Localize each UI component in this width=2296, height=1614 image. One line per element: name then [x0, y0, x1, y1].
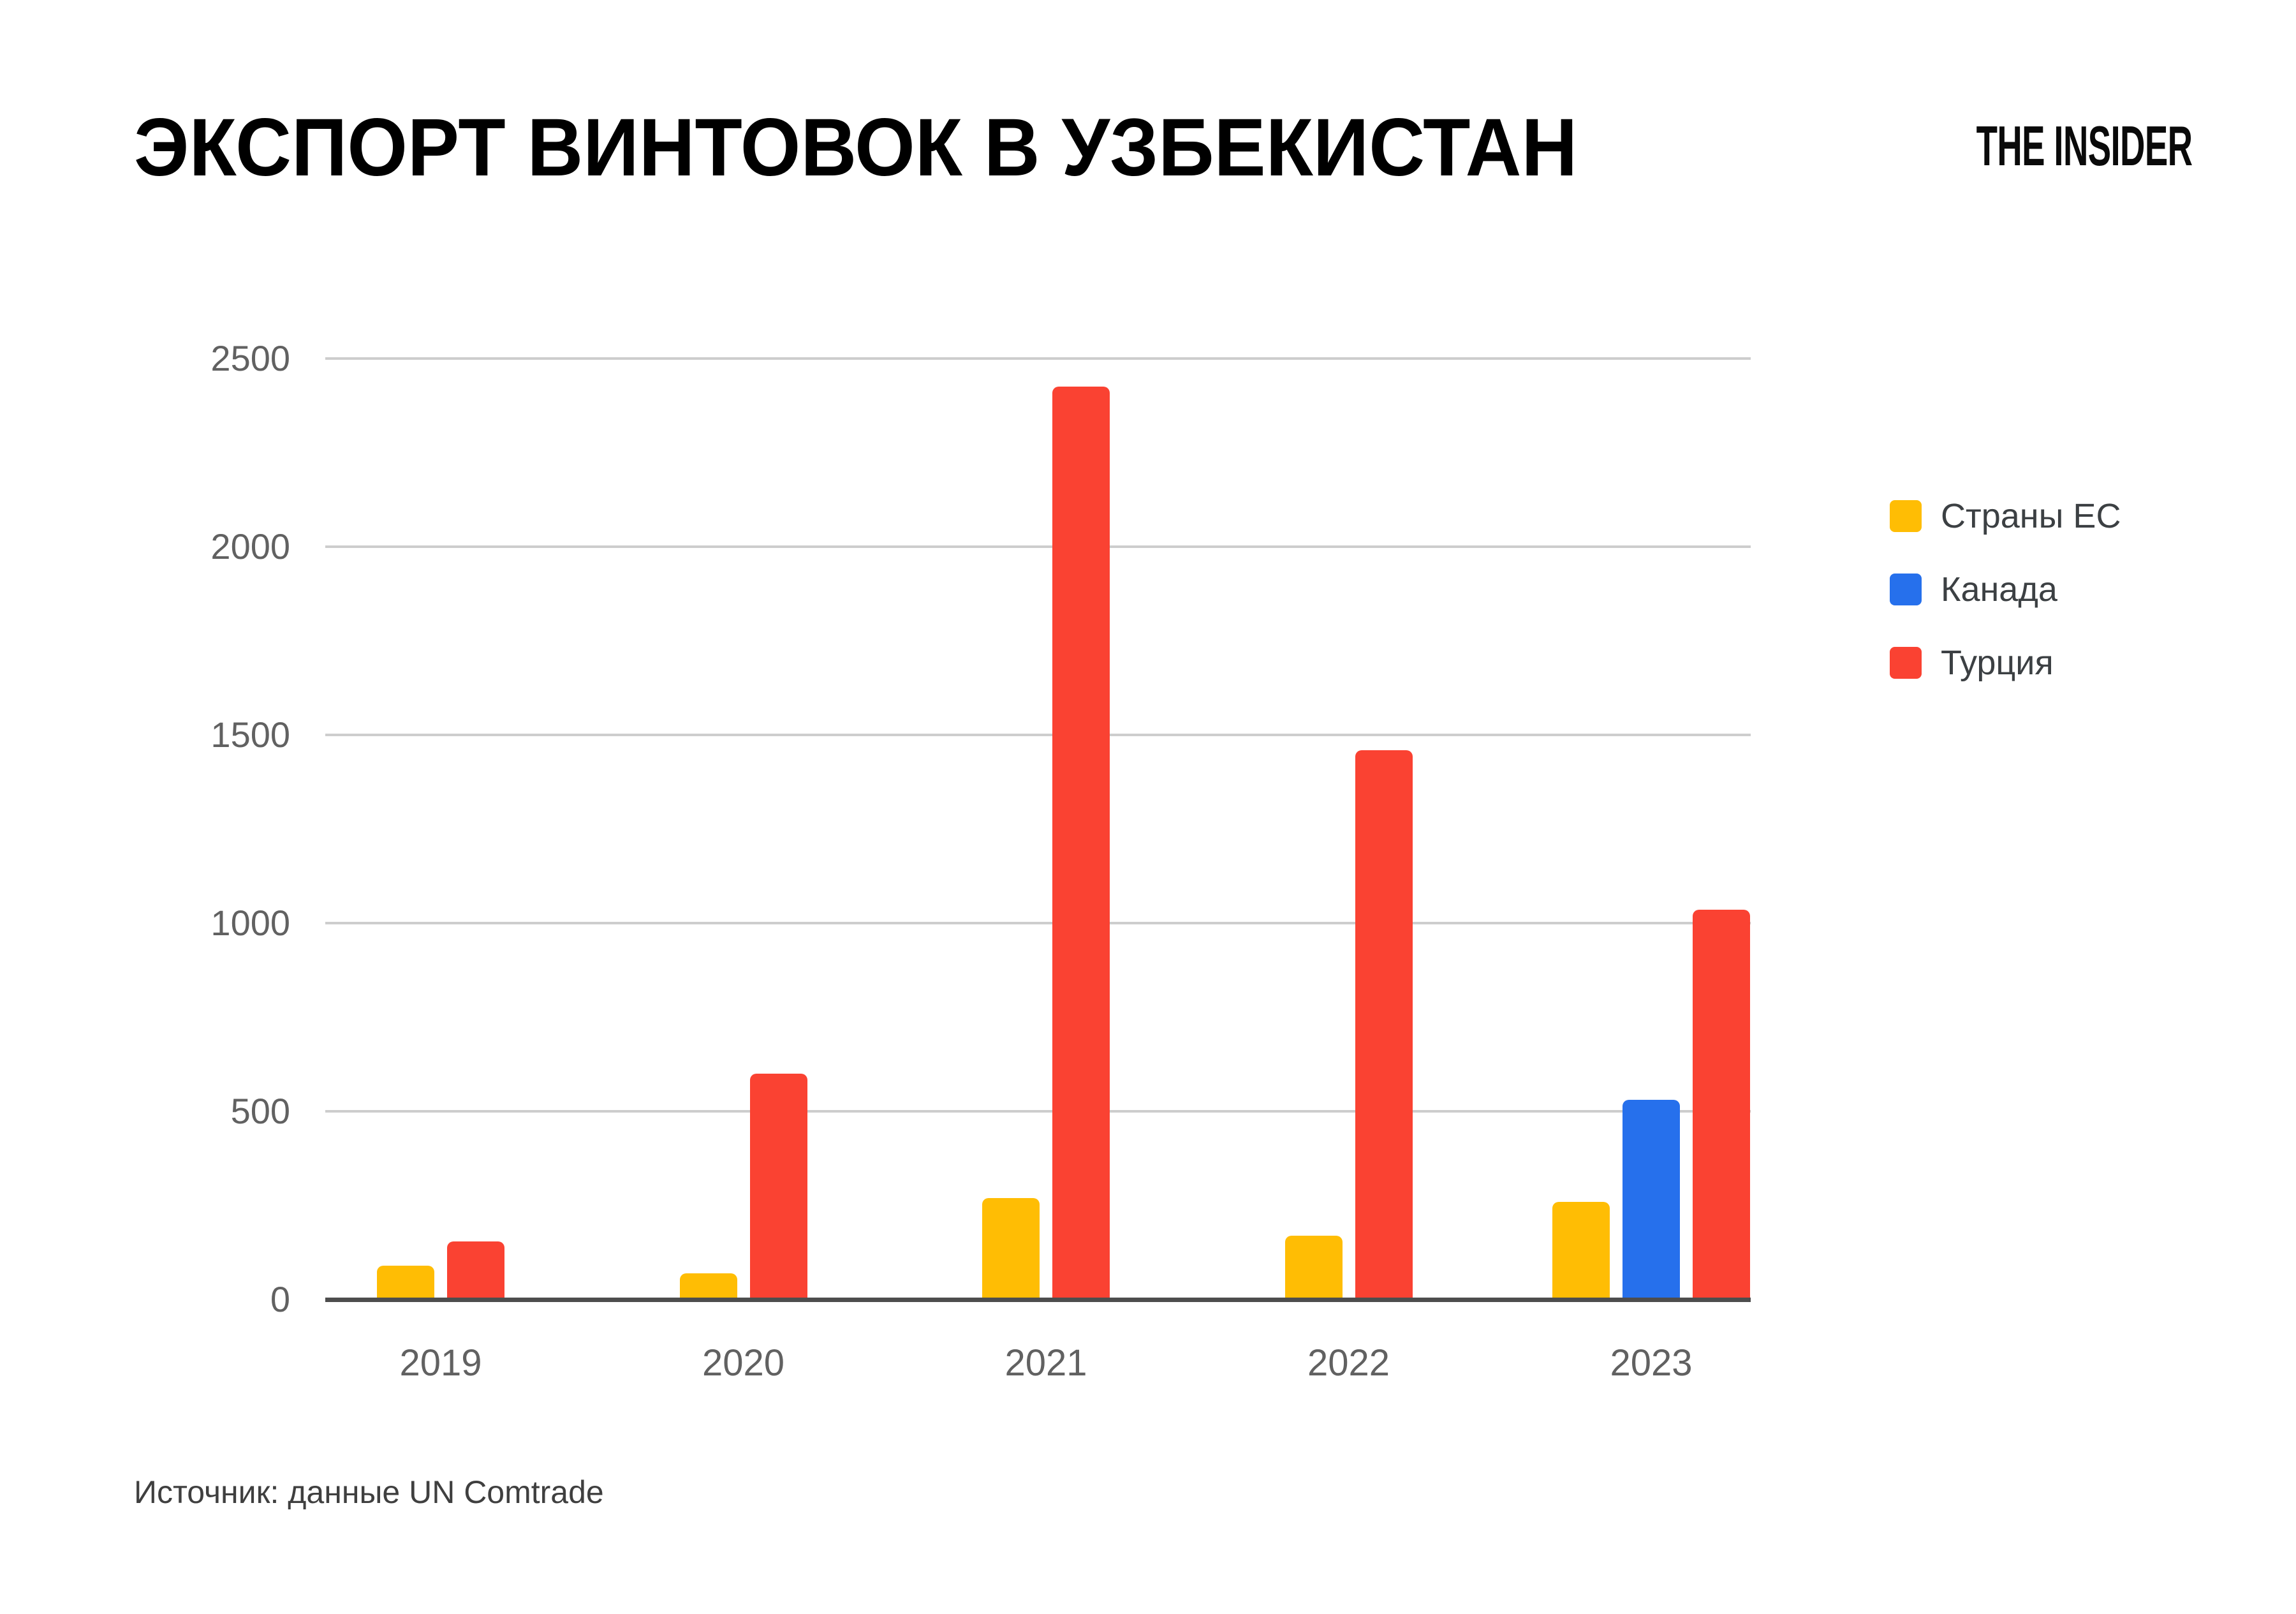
- bar-2019-eu: [377, 1265, 434, 1299]
- bar-2023-turkey: [1693, 910, 1750, 1299]
- x-tick-2021: 2021: [1004, 1342, 1087, 1384]
- bar-2020-eu: [679, 1273, 737, 1299]
- y-tick-500: 500: [230, 1091, 290, 1131]
- x-tick-2020: 2020: [702, 1342, 785, 1384]
- bar-chart: [325, 357, 1751, 1302]
- x-tick-2022: 2022: [1307, 1342, 1390, 1384]
- legend-swatch-eu: [1890, 500, 1922, 532]
- bar-2020-turkey: [749, 1074, 807, 1299]
- source-note: Источник: данные UN Comtrade: [134, 1474, 604, 1510]
- legend-item-turkey: Турция: [1890, 646, 2054, 680]
- y-tick-0: 0: [270, 1279, 290, 1319]
- brand-logo: THE INSIDER: [1976, 114, 2192, 177]
- legend-swatch-canada: [1890, 574, 1922, 605]
- bar-2023-canada: [1623, 1100, 1680, 1299]
- x-tick-2023: 2023: [1610, 1342, 1693, 1384]
- bar-2021-eu: [982, 1197, 1040, 1299]
- x-tick-2019: 2019: [399, 1342, 482, 1384]
- y-tick-1000: 1000: [210, 903, 290, 943]
- gridline-1000: [325, 922, 1751, 924]
- gridline-2500: [325, 357, 1751, 360]
- bar-2022-turkey: [1355, 750, 1413, 1299]
- legend-item-eu: Страны ЕС: [1890, 499, 2121, 533]
- bar-2021-turkey: [1052, 387, 1110, 1299]
- legend-item-canada: Канада: [1890, 572, 2057, 607]
- x-axis-line: [325, 1298, 1751, 1302]
- gridline-500: [325, 1110, 1751, 1113]
- gridline-1500: [325, 734, 1751, 736]
- y-tick-2500: 2500: [210, 338, 290, 378]
- bar-2023-eu: [1552, 1201, 1610, 1299]
- page-title: ЭКСПОРТ ВИНТОВОК В УЗБЕКИСТАН: [134, 102, 1578, 193]
- legend-label-eu: Страны ЕС: [1941, 497, 2121, 535]
- legend-label-turkey: Турция: [1941, 644, 2054, 682]
- legend-label-canada: Канада: [1941, 570, 2057, 609]
- y-tick-1500: 1500: [210, 714, 290, 755]
- y-tick-2000: 2000: [210, 526, 290, 566]
- gridline-2000: [325, 545, 1751, 548]
- legend-swatch-turkey: [1890, 647, 1922, 679]
- bar-2022-eu: [1284, 1235, 1343, 1299]
- bar-2019-turkey: [447, 1241, 504, 1299]
